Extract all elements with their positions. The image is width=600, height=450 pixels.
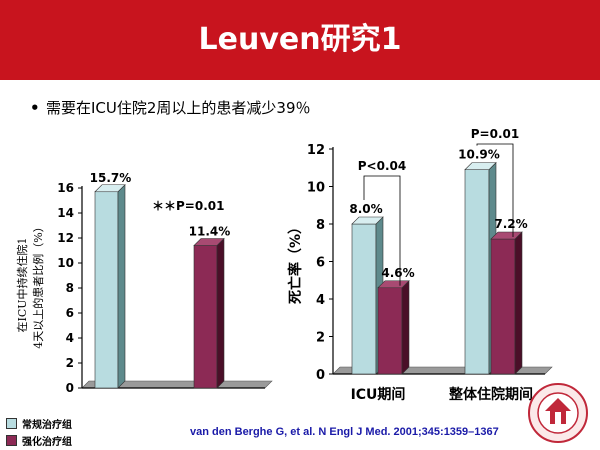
left-y-tick-label: 16 [57, 181, 74, 195]
legend-item-intensive: 强化治疗组 [6, 433, 72, 448]
right-y-tick-label: 12 [307, 143, 325, 158]
right-y-tick-label: 0 [316, 368, 325, 383]
right-bar-conventional [351, 223, 377, 375]
right-bar-intensive-side [514, 231, 523, 375]
right-bar-intensive-top [377, 280, 410, 289]
left-y-tick-label: 14 [57, 206, 74, 220]
right-y-axis-label: 死亡率（%） [287, 220, 304, 305]
right-y-tick-label: 8 [316, 218, 325, 233]
right-bar-intensive [377, 287, 403, 375]
legend-label-conventional: 常规治疗组 [22, 420, 72, 431]
right-bar-intensive-top [490, 231, 523, 240]
right-x-tick-label: ICU期间 [351, 386, 406, 403]
legend-swatch-intensive [6, 435, 17, 446]
bullet-text: 需要在ICU住院2周以上的患者减少39％ [46, 99, 311, 117]
title-bar [0, 0, 600, 80]
right-p-bracket [363, 175, 401, 286]
legend-swatch-conventional [6, 418, 17, 429]
right-bar-conventional [464, 169, 490, 375]
left-bar-intensive-side [216, 237, 225, 389]
left-annotation: ＊＊P=0.01 [152, 199, 224, 213]
right-y-tick-label: 6 [316, 256, 325, 271]
right-bar-conventional-top [351, 216, 384, 225]
legend-item-conventional: 常规治疗组 [6, 416, 72, 431]
left-bar-label: 15.7% [90, 171, 132, 185]
right-p-bracket [476, 143, 514, 237]
right-bar-label: 8.0% [349, 202, 382, 216]
right-bar-intensive-side [401, 280, 410, 375]
right-bar-intensive [490, 238, 516, 375]
right-bar-label: 4.6% [381, 266, 414, 280]
citation: van den Berghe G, et al. N Engl J Med. 2… [190, 426, 499, 438]
left-y-tick-label: 2 [66, 356, 74, 370]
right-y-tick-label: 2 [316, 331, 325, 346]
right-p-value: P=0.01 [471, 127, 519, 141]
slide-title: Leuven研究1 [198, 22, 402, 57]
bullet-dot: • [30, 99, 40, 117]
right-bar-label: 10.9% [458, 148, 500, 162]
bullet-point: • 需要在ICU住院2周以上的患者减少39％ [30, 97, 311, 123]
hospital-logo [528, 383, 588, 443]
left-y-axis-label-line2: 4天以上的患者比例（%） [31, 221, 45, 348]
right-p-value: P<0.04 [358, 159, 406, 173]
legend-label-intensive: 强化治疗组 [22, 437, 72, 448]
left-y-tick-label: 6 [66, 306, 74, 320]
left-bar-intensive-top [193, 238, 225, 246]
left-y-tick-label: 10 [57, 256, 74, 270]
right-x-tick-label: 整体住院期间 [448, 386, 533, 403]
right-y-tick-label: 4 [316, 293, 325, 308]
left-y-axis-label: 在ICU中持续住院1 4天以上的患者比例（%） [15, 221, 45, 348]
left-y-tick-label: 12 [57, 231, 74, 245]
left-bar-intensive [193, 245, 218, 389]
right-y-tick-label: 10 [307, 181, 325, 196]
left-bar-conventional-top [94, 184, 126, 193]
right-bar-label: 7.2% [494, 217, 527, 231]
left-bar-label: 11.4% [189, 225, 231, 239]
left-y-axis-label-line1: 在ICU中持续住院1 [15, 237, 29, 332]
left-y-tick-label: 0 [66, 381, 74, 395]
left-y-tick-label: 8 [66, 281, 74, 295]
right-bar-conventional-top [464, 162, 497, 170]
left-y-tick-label: 4 [66, 331, 74, 345]
left-bar-conventional [94, 191, 119, 389]
left-bar-conventional-side [117, 184, 126, 389]
